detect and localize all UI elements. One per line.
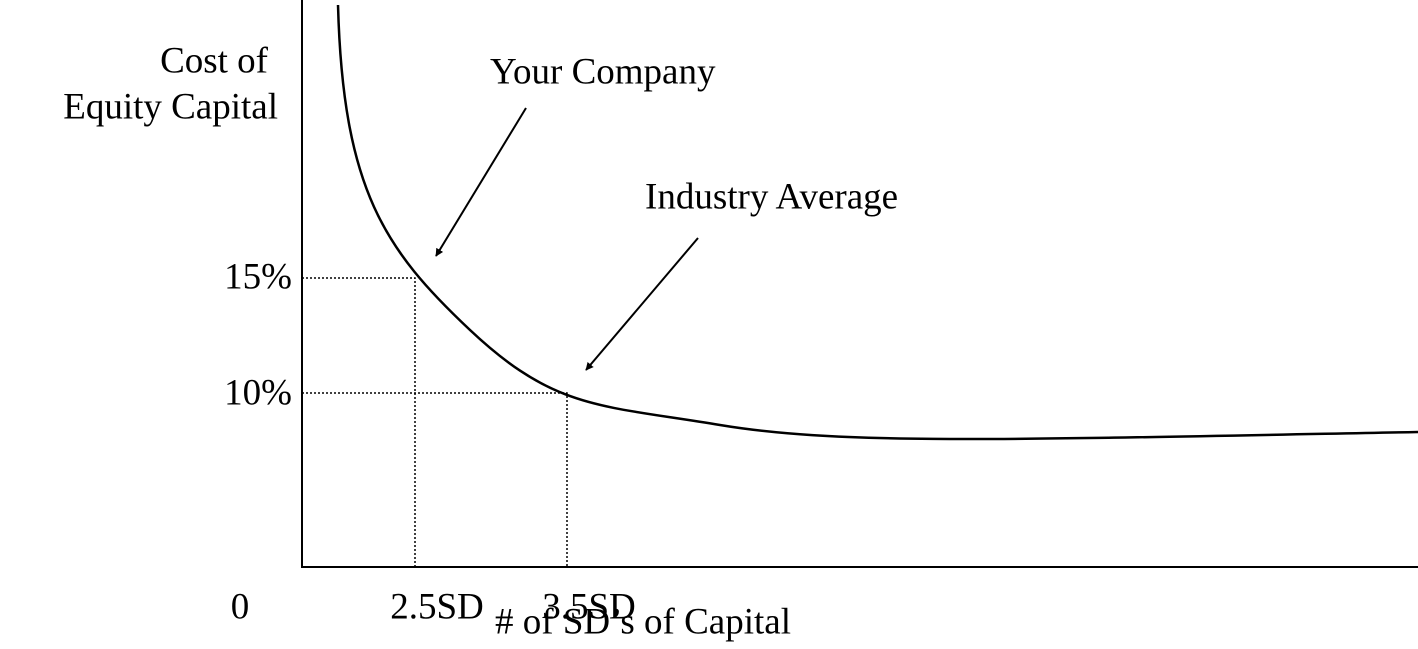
- y-axis-title: Cost of: [160, 40, 269, 81]
- arrow: [585, 237, 699, 371]
- x-label: 0: [231, 586, 250, 627]
- annotation: Industry Average: [645, 176, 898, 217]
- arrow: [435, 107, 527, 257]
- x-axis-title: # of SD’s of Capital: [495, 601, 791, 642]
- cost-curve: [336, 4, 1418, 441]
- guide-line: [302, 277, 416, 567]
- guide-line: [302, 392, 568, 567]
- x-label: 3.5SD: [542, 586, 636, 627]
- x-label: 2.5SD: [390, 586, 484, 627]
- y-label: 15%: [224, 256, 292, 297]
- annotation: Your Company: [490, 51, 716, 92]
- y-label: 10%: [224, 372, 292, 413]
- y-axis-title: Equity Capital: [63, 86, 278, 127]
